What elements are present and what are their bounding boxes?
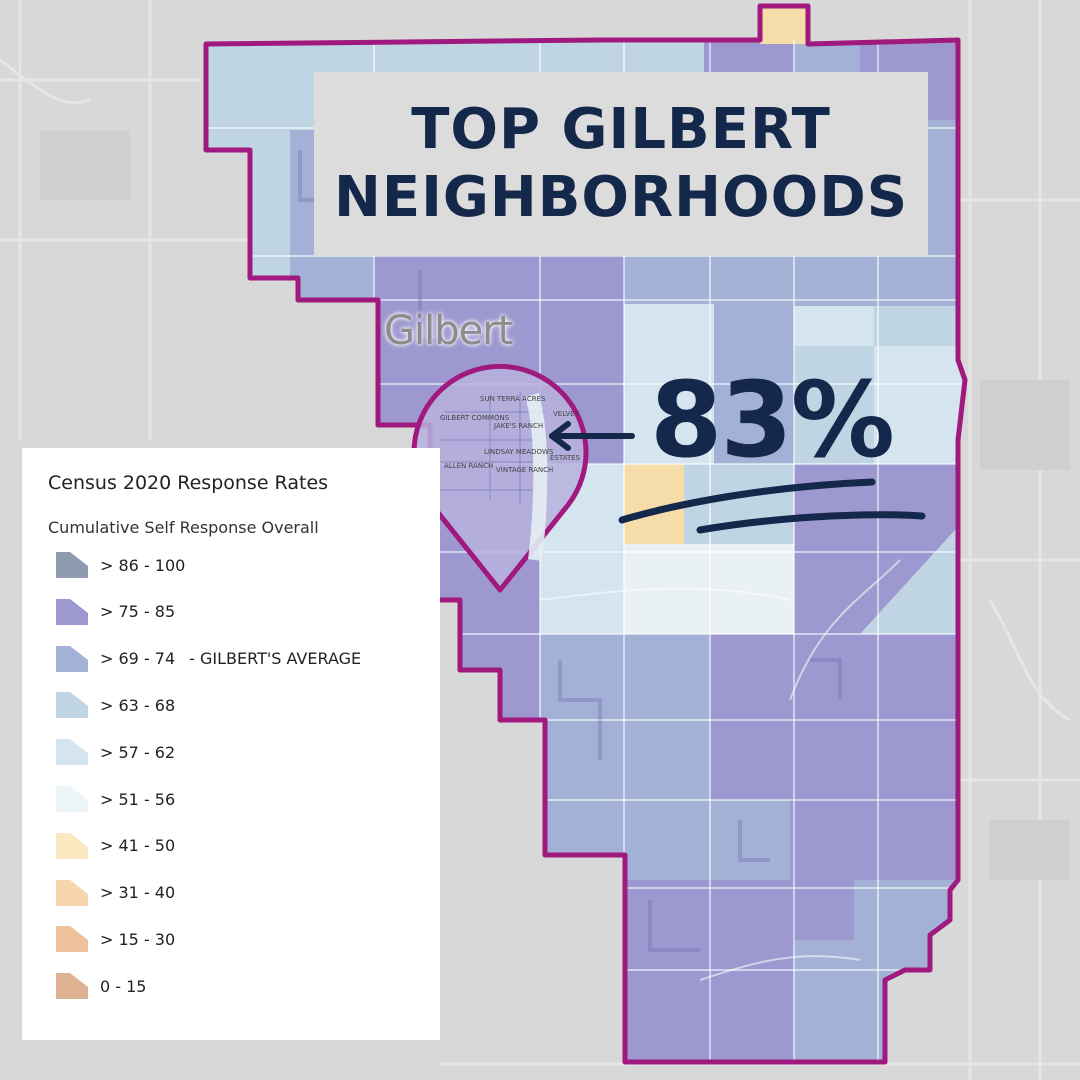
legend-label: > 63 - 68 xyxy=(100,695,176,715)
highlighted-neighborhood xyxy=(411,363,589,593)
legend-item: > 51 - 56 xyxy=(56,784,175,814)
neighborhood-label: ESTATES xyxy=(550,454,580,462)
legend-swatch xyxy=(56,832,88,859)
legend-note: - GILBERT'S AVERAGE xyxy=(189,649,362,669)
legend-item: > 75 - 85 xyxy=(56,597,175,627)
legend-label: > 15 - 30 xyxy=(100,929,176,949)
neighborhood-label: ALLEN RANCH xyxy=(444,462,494,470)
title-line-1: TOP GILBERT xyxy=(411,97,831,162)
legend-swatch xyxy=(56,973,88,1000)
legend-label: > 69 - 74 xyxy=(100,649,176,669)
legend-item: > 41 - 50 xyxy=(56,831,175,861)
neighborhood-label: LINDSAY MEADOWS xyxy=(484,448,554,456)
legend-item: > 63 - 68 xyxy=(56,690,175,720)
map-place-label: Gilbert xyxy=(384,308,513,354)
legend-swatch xyxy=(56,879,88,906)
legend-item: > 69 - 74 - GILBERT'S AVERAGE xyxy=(56,644,361,674)
legend-item: > 31 - 40 xyxy=(56,878,175,908)
neighborhood-label: VELVET xyxy=(553,410,579,418)
neighborhood-label: VINTAGE RANCH xyxy=(496,466,554,474)
legend-label: > 41 - 50 xyxy=(100,836,176,856)
neighborhood-label: SUN TERRA ACRES xyxy=(480,395,546,403)
legend-swatch xyxy=(56,926,88,953)
legend-panel: Census 2020 Response Rates Cumulative Se… xyxy=(22,448,440,1040)
arrow-to-neighborhood xyxy=(549,421,635,451)
legend-swatch xyxy=(56,739,88,766)
gilbert-boundary xyxy=(203,3,968,1065)
neighborhood-label: JAKE'S RANCH xyxy=(494,422,544,430)
legend-label: > 51 - 56 xyxy=(100,789,176,809)
legend-item: > 15 - 30 xyxy=(56,924,175,954)
legend-item: 0 - 15 xyxy=(56,971,146,1001)
basemap-blocks xyxy=(40,130,1070,880)
legend-title: Census 2020 Response Rates xyxy=(48,472,329,494)
legend-swatch xyxy=(56,692,88,719)
legend-label: > 86 - 100 xyxy=(100,555,186,575)
legend-item: > 57 - 62 xyxy=(56,737,175,767)
legend-swatch xyxy=(56,598,88,625)
title-banner: TOP GILBERT NEIGHBORHOODS xyxy=(314,72,928,256)
legend-item: > 86 - 100 xyxy=(56,550,185,580)
response-rate-value: 83% xyxy=(650,359,895,481)
percent-underline xyxy=(618,478,926,534)
legend-label: > 57 - 62 xyxy=(100,742,176,762)
legend-swatch xyxy=(56,786,88,812)
legend-label: > 31 - 40 xyxy=(100,883,176,903)
legend-label: 0 - 15 xyxy=(100,976,147,996)
legend-label: > 75 - 85 xyxy=(100,602,176,622)
legend-swatch xyxy=(56,645,88,672)
legend-swatch xyxy=(56,552,88,578)
legend-subtitle: Cumulative Self Response Overall xyxy=(48,518,319,537)
title-line-2: NEIGHBORHOODS xyxy=(333,165,909,230)
neighborhood-label: GILBERT COMMONS xyxy=(440,414,510,422)
